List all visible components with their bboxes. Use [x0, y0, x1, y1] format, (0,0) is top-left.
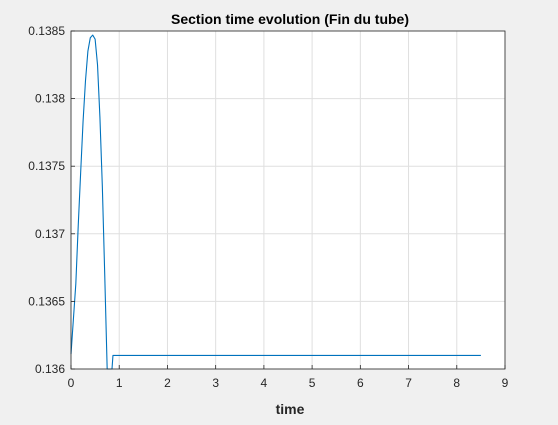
- x-tick-label: 5: [309, 376, 316, 390]
- plot-area: [71, 31, 505, 369]
- series-layer: [70, 34, 481, 370]
- x-tick-label: 2: [164, 376, 171, 390]
- x-tick-label: 3: [212, 376, 219, 390]
- y-tick-label: 0.1365: [28, 294, 65, 308]
- x-tick-label: 9: [502, 376, 509, 390]
- axes-box: [70, 30, 506, 370]
- y-tick-label: 0.1375: [28, 159, 65, 173]
- x-tick-label: 7: [405, 376, 412, 390]
- y-tick-label: 0.137: [35, 227, 65, 241]
- x-tick-label: 4: [261, 376, 268, 390]
- y-tick-label: 0.136: [35, 362, 65, 376]
- x-tick-label: 8: [453, 376, 460, 390]
- x-tick-label: 1: [116, 376, 123, 390]
- chart-title: Section time evolution (Fin du tube): [171, 11, 409, 27]
- series-line: [70, 34, 481, 370]
- x-tick-label: 6: [357, 376, 364, 390]
- y-tick-label: 0.138: [35, 92, 65, 106]
- x-axis: 0 1 2 3 4 5 6 7 8 9: [68, 365, 509, 390]
- y-tick-label: 0.1385: [28, 24, 65, 38]
- x-tick-label: 0: [68, 376, 75, 390]
- y-axis: 0.136 0.1365 0.137 0.1375 0.138 0.1385: [28, 24, 75, 376]
- x-axis-label: time: [276, 401, 305, 417]
